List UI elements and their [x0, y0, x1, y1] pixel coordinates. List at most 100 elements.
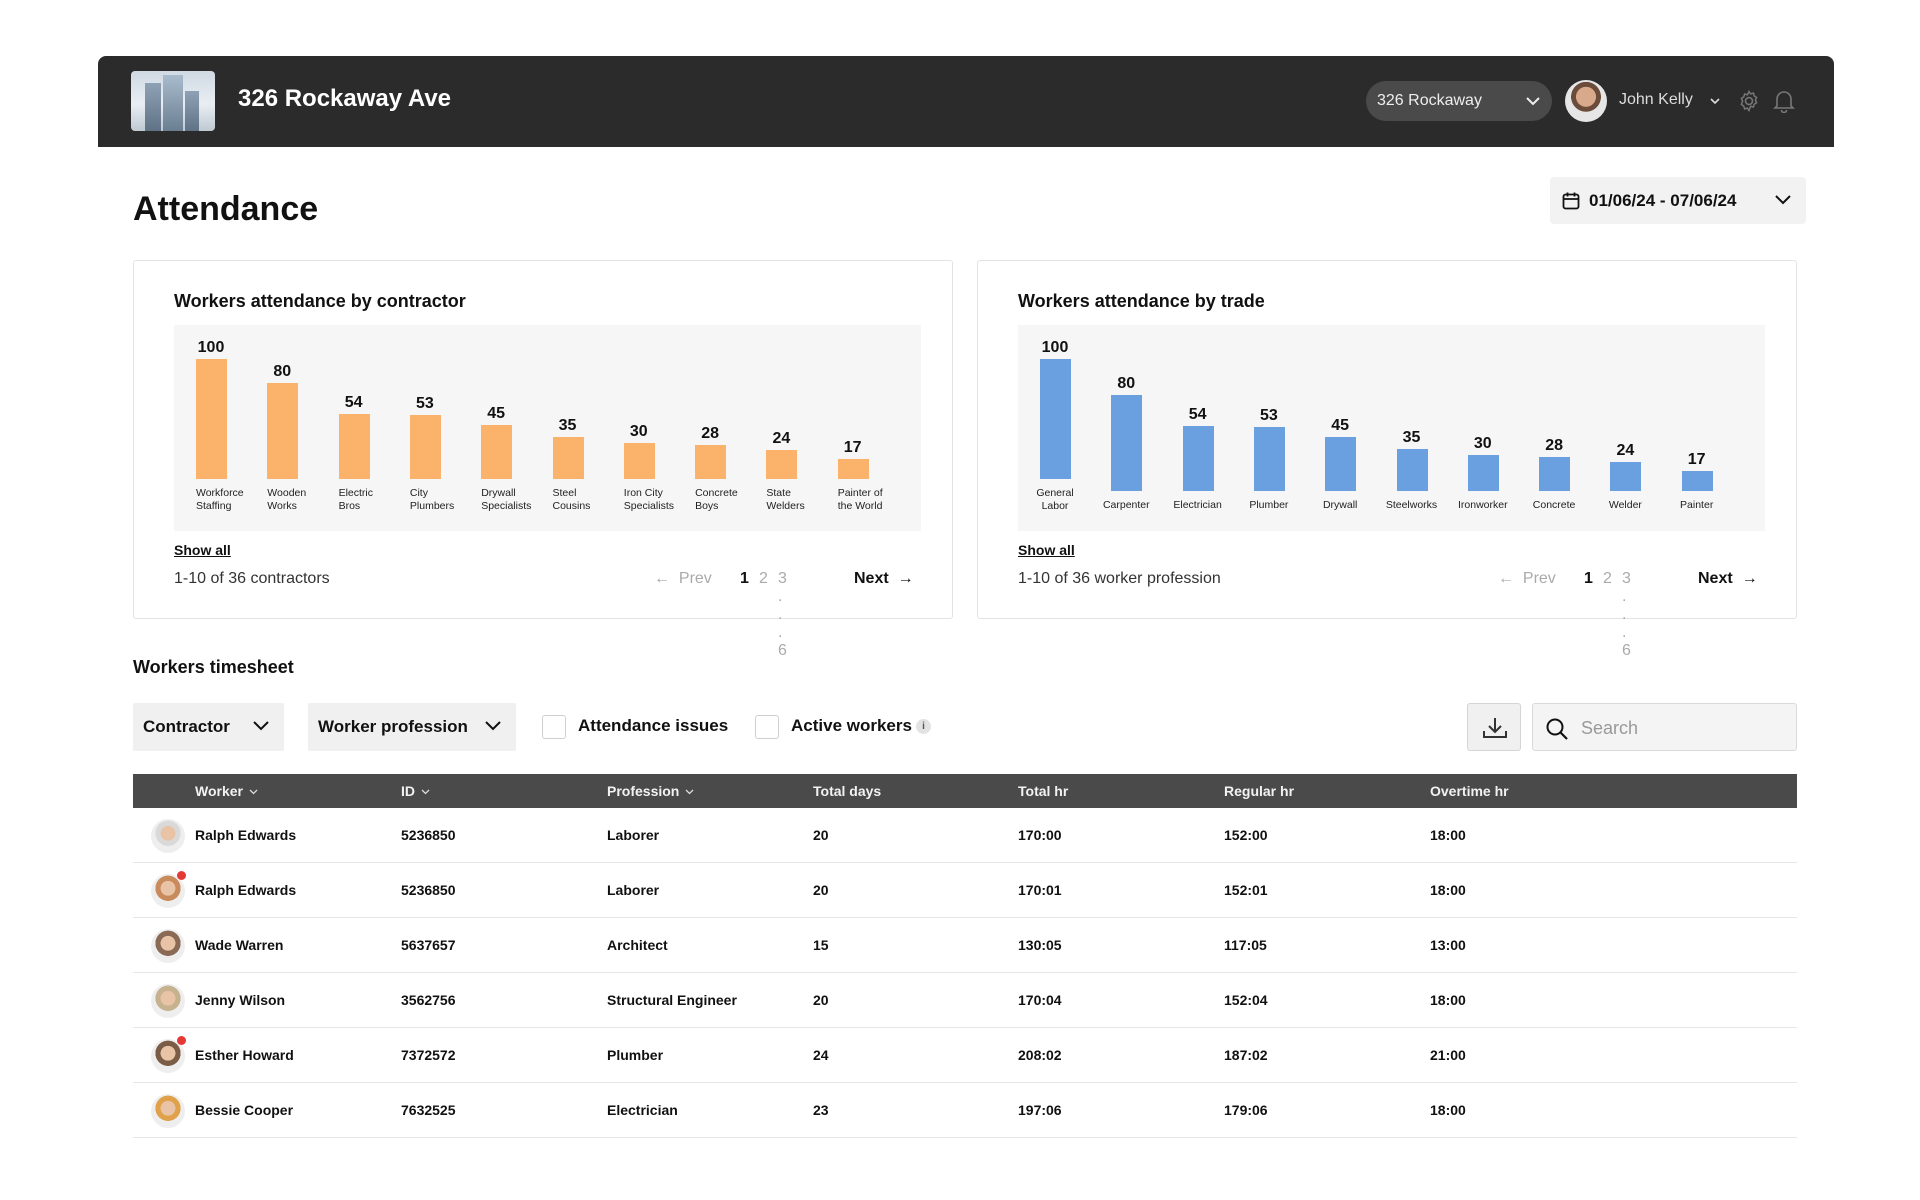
table-row[interactable]: Ralph Edwards 5236850 Laborer 20 170:00 152:0… [133, 808, 1797, 863]
page-2-link[interactable]: 2 [759, 570, 768, 587]
chart-bar[interactable] [552, 437, 584, 479]
chart-bar[interactable] [1681, 471, 1713, 491]
chart-bar[interactable] [1610, 462, 1642, 491]
show-all-link[interactable]: Show all [174, 542, 231, 558]
avatar [151, 929, 185, 963]
bar-value-label: 45 [487, 405, 506, 422]
chart-bar[interactable] [837, 459, 869, 479]
bar-category-label: Iron City Specialists [623, 487, 674, 512]
cell-profession: Structural Engineer [607, 992, 737, 1008]
cell-total-hr: 208:02 [1018, 1047, 1062, 1063]
avatar [151, 819, 185, 853]
cell-worker: Esther Howard [195, 1047, 294, 1063]
page-more-link[interactable]: 3 . . . 6 [1622, 570, 1631, 659]
bar-category-label: Steel Cousins [552, 487, 591, 512]
search-box [1532, 703, 1797, 751]
top-bar: 326 Rockaway Ave 326 Rockaway John Kelly [98, 56, 1834, 147]
user-avatar[interactable] [1565, 80, 1607, 122]
col-profession[interactable]: Profession [607, 783, 694, 799]
cell-id: 7372572 [401, 1047, 456, 1063]
cell-total-hr: 170:04 [1018, 992, 1062, 1008]
download-icon [1483, 718, 1507, 738]
building-thumbnail [131, 71, 215, 131]
cell-total-days: 15 [813, 937, 829, 953]
chart-bar[interactable] [1396, 449, 1428, 491]
chart-bar[interactable] [1182, 426, 1214, 491]
chart-bar[interactable] [766, 450, 798, 479]
col-id[interactable]: ID [401, 783, 430, 799]
page-1-link[interactable]: 1 [740, 570, 749, 587]
table-row[interactable]: Esther Howard 7372572 Plumber 24 208:02 187:0… [133, 1028, 1797, 1083]
cell-profession: Plumber [607, 1047, 664, 1063]
table-row[interactable]: Bessie Cooper 7632525 Electrician 23 197:06 1… [133, 1083, 1797, 1138]
cell-worker: Jenny Wilson [195, 992, 286, 1008]
bar-value-label: 28 [701, 425, 719, 442]
page-2-link[interactable]: 2 [1603, 570, 1612, 587]
bar-value-label: 30 [629, 423, 648, 440]
chevron-down-icon [485, 721, 501, 731]
info-icon[interactable]: i [916, 719, 931, 734]
sort-icon [249, 789, 258, 795]
cell-total-hr: 170:01 [1018, 882, 1062, 898]
date-range-picker[interactable]: 01/06/24 - 07/06/24 [1550, 177, 1806, 224]
attendance-issues-checkbox[interactable] [542, 715, 566, 739]
chart-bar[interactable] [338, 414, 370, 479]
timesheet-table: Worker ID Profession Total days Total hr… [133, 774, 1797, 1138]
cell-profession: Laborer [607, 827, 660, 843]
bar-category-label: Wooden Works [267, 487, 307, 512]
bar-category-label: Plumber [1249, 499, 1289, 511]
cell-regular-hr: 152:04 [1224, 992, 1268, 1008]
prev-button[interactable]: ← Prev [1498, 570, 1556, 587]
user-menu-chevron-icon[interactable] [1709, 96, 1721, 106]
bar-value-label: 53 [415, 395, 434, 412]
trade-bar-chart: 100 General Labor 80 Carpenter 54 Electrician 5… [1018, 325, 1765, 531]
page-1-link[interactable]: 1 [1584, 570, 1593, 587]
table-row[interactable]: Jenny Wilson 3562756 Structural Engineer 20… [133, 973, 1797, 1028]
download-button[interactable] [1467, 703, 1521, 751]
chart-bar[interactable] [196, 359, 227, 479]
next-button[interactable]: Next → [854, 570, 914, 587]
show-all-link[interactable]: Show all [1018, 542, 1075, 558]
cell-profession: Architect [607, 937, 668, 953]
chart-bar[interactable] [1539, 457, 1571, 491]
bar-value-label: 28 [1545, 437, 1563, 454]
cell-total-days: 23 [813, 1102, 829, 1118]
chart-bar[interactable] [1111, 395, 1143, 491]
cell-overtime-hr: 18:00 [1430, 827, 1466, 843]
prev-button[interactable]: ← Prev [654, 570, 712, 587]
next-button[interactable]: Next → [1698, 570, 1758, 587]
range-text: 1-10 of 36 contractors [174, 570, 330, 587]
active-workers-checkbox[interactable] [755, 715, 779, 739]
chart-title: Workers attendance by contractor [174, 291, 466, 311]
bar-value-label: 35 [558, 417, 577, 434]
site-select[interactable]: 326 Rockaway [1366, 81, 1552, 121]
bar-value-label: 35 [1402, 429, 1421, 446]
cell-total-days: 20 [813, 882, 829, 898]
bar-value-label: 45 [1331, 417, 1350, 434]
chart-bar[interactable] [481, 425, 513, 479]
chart-bar[interactable] [1253, 427, 1285, 491]
bar-category-label: State Welders [766, 487, 805, 512]
table-row[interactable]: Wade Warren 5637657 Architect 15 130:05 117:0… [133, 918, 1797, 973]
table-row[interactable]: Ralph Edwards 5236850 Laborer 20 170:01 152:0… [133, 863, 1797, 918]
chart-bar[interactable] [623, 443, 655, 479]
bell-icon[interactable] [1773, 89, 1795, 113]
profession-filter[interactable]: Worker profession [308, 703, 516, 751]
chart-bar[interactable] [1467, 455, 1499, 491]
contractor-filter[interactable]: Contractor [133, 703, 284, 751]
gear-icon[interactable] [1737, 89, 1761, 113]
search-input[interactable] [1581, 716, 1781, 740]
bar-category-label: Concrete Boys [695, 487, 738, 512]
chart-bar[interactable] [409, 415, 441, 479]
chart-bar[interactable] [1325, 437, 1357, 491]
col-worker[interactable]: Worker [195, 783, 258, 799]
chart-bar[interactable] [267, 383, 299, 479]
user-name[interactable]: John Kelly [1619, 91, 1693, 108]
chart-bar[interactable] [1040, 359, 1071, 479]
page-more-link[interactable]: 3 . . . 6 [778, 570, 787, 659]
bar-value-label: 100 [1041, 339, 1069, 356]
chart-bar[interactable] [695, 445, 727, 479]
sort-icon [685, 789, 694, 795]
bar-category-label: Workforce Staffing [196, 487, 244, 512]
cell-id: 5236850 [401, 882, 456, 898]
